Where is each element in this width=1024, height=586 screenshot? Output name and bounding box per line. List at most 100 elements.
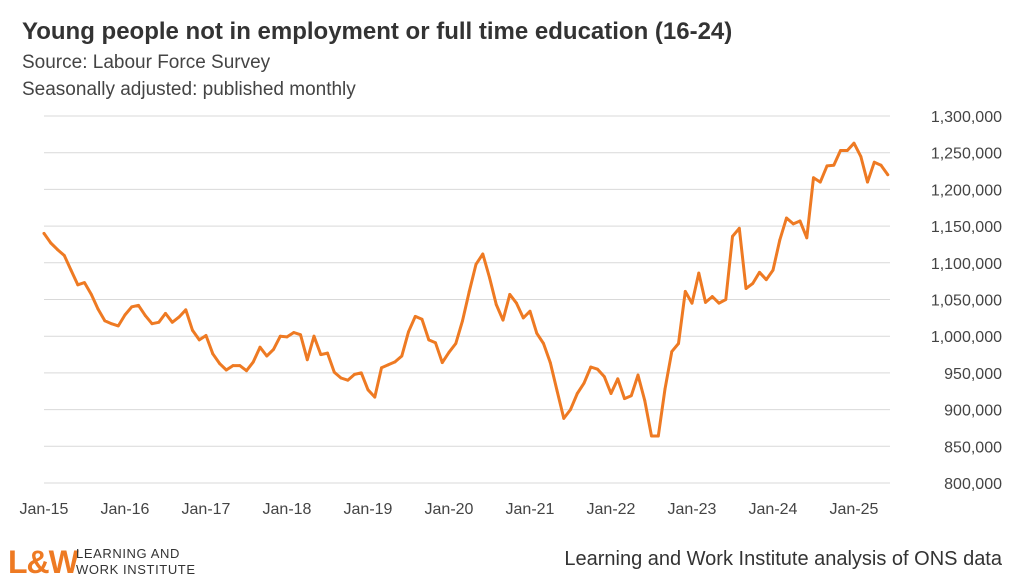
- chart-source: Source: Labour Force Survey: [22, 52, 271, 73]
- data-point: [488, 276, 491, 279]
- data-point: [569, 408, 572, 411]
- y-tick-label: 800,000: [944, 476, 1002, 493]
- data-point: [251, 360, 255, 364]
- data-point: [818, 180, 822, 184]
- series-group: [42, 141, 890, 438]
- data-point: [764, 278, 768, 282]
- data-point: [670, 350, 674, 354]
- data-point: [758, 270, 761, 274]
- data-point: [791, 222, 795, 226]
- data-point: [474, 262, 478, 266]
- data-point: [393, 360, 397, 364]
- x-tick-label: Jan-19: [344, 501, 393, 518]
- data-point: [245, 369, 248, 373]
- data-point: [710, 295, 714, 298]
- data-point: [150, 322, 154, 326]
- footer-credit: Learning and Work Institute analysis of …: [564, 548, 1002, 570]
- x-tick-label: Jan-20: [425, 501, 474, 518]
- data-point: [528, 309, 532, 313]
- data-point: [191, 328, 194, 332]
- data-point: [184, 308, 188, 312]
- data-point: [305, 358, 309, 362]
- data-point: [231, 364, 235, 367]
- data-point: [771, 268, 775, 272]
- data-point: [825, 164, 829, 168]
- y-tick-label: 1,050,000: [931, 293, 1002, 310]
- data-point: [164, 312, 167, 315]
- data-point: [582, 381, 586, 385]
- data-point: [69, 268, 73, 272]
- x-tick-label: Jan-25: [830, 501, 879, 518]
- x-tick-label: Jan-22: [587, 501, 636, 518]
- data-point: [609, 392, 613, 395]
- data-point: [683, 290, 687, 293]
- data-point: [717, 301, 721, 305]
- data-point: [440, 361, 444, 365]
- data-point: [366, 388, 370, 392]
- data-point: [434, 341, 437, 345]
- y-tick-label: 1,200,000: [931, 182, 1002, 199]
- data-point: [616, 377, 620, 381]
- data-point: [42, 232, 46, 235]
- data-point: [690, 301, 694, 305]
- data-point: [285, 335, 289, 339]
- data-point: [373, 395, 377, 399]
- chart-title: Young people not in employment or full t…: [22, 18, 733, 45]
- data-point: [427, 338, 431, 342]
- y-tick-label: 1,150,000: [931, 219, 1002, 236]
- data-point: [170, 320, 174, 324]
- logo-text: LEARNING AND WORK INSTITUTE: [76, 546, 196, 578]
- data-point: [332, 370, 336, 374]
- y-axis-ticks: 800,000 850,000 900,000 950,000 1,000,000 1,0…: [931, 109, 1002, 493]
- x-tick-label: Jan-23: [668, 501, 717, 518]
- data-point: [724, 298, 728, 301]
- data-point: [238, 364, 242, 367]
- data-point: [224, 368, 228, 372]
- data-point: [656, 434, 660, 438]
- data-point: [89, 292, 93, 296]
- data-point: [454, 342, 458, 345]
- data-point: [319, 353, 323, 356]
- data-point: [272, 348, 275, 351]
- data-point: [76, 283, 80, 287]
- data-point: [177, 315, 181, 319]
- data-point: [116, 324, 120, 328]
- y-tick-label: 950,000: [944, 366, 1002, 383]
- data-point: [49, 241, 53, 245]
- data-point: [866, 180, 869, 184]
- data-point: [461, 319, 464, 323]
- x-tick-label: Jan-24: [749, 501, 798, 518]
- data-point: [812, 176, 815, 180]
- data-point: [535, 331, 539, 335]
- data-point: [845, 149, 849, 152]
- data-point: [542, 342, 545, 345]
- x-tick-label: Jan-21: [506, 501, 555, 518]
- y-tick-label: 1,000,000: [931, 329, 1002, 346]
- data-point: [96, 307, 100, 311]
- data-point: [278, 334, 282, 338]
- chart-note: Seasonally adjusted: published monthly: [22, 79, 356, 100]
- y-tick-label: 1,250,000: [931, 146, 1002, 163]
- data-point: [400, 354, 404, 358]
- data-point: [447, 350, 451, 354]
- data-point: [83, 281, 86, 285]
- data-point: [218, 361, 221, 365]
- data-point: [629, 394, 633, 398]
- data-point: [805, 236, 809, 240]
- data-point: [623, 397, 626, 400]
- series-line: [42, 141, 890, 438]
- data-point: [832, 163, 836, 167]
- data-point: [602, 375, 606, 378]
- logo-mark: L&W: [8, 544, 79, 580]
- data-point: [137, 303, 140, 307]
- data-point: [420, 317, 424, 321]
- data-point: [575, 392, 579, 395]
- x-tick-label: Jan-16: [101, 501, 150, 518]
- data-point: [751, 281, 755, 285]
- data-point: [481, 252, 485, 256]
- data-point: [326, 351, 329, 355]
- data-point: [677, 342, 680, 345]
- logo-line-2: WORK INSTITUTE: [76, 562, 196, 577]
- data-point: [650, 434, 653, 438]
